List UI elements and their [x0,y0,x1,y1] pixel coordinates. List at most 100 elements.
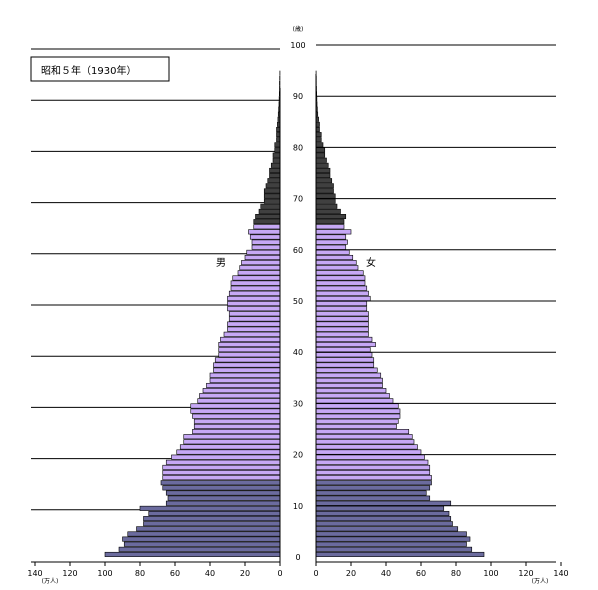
female-bar-age-36 [315,367,378,373]
male-tick-label-140: 140 [27,569,42,578]
male-tick-label-40: 40 [205,569,215,578]
female-bar-age-21 [315,444,418,450]
male-bar-age-40 [218,347,281,353]
age-tick-label-100: 100 [290,41,305,50]
female-bar-age-6 [315,521,453,527]
male-bar-age-61 [251,239,281,245]
male-bar-age-32 [202,388,281,394]
age-tick-label-30: 30 [293,399,303,408]
age-tick-label-0: 0 [295,553,300,562]
female-bars [315,70,485,557]
female-bar-age-51 [315,290,369,296]
male-tick-label-80: 80 [135,569,145,578]
male-bar-age-46 [228,316,281,322]
age-tick-label-90: 90 [293,92,303,101]
male-bar-age-78 [272,152,281,158]
male-bar-age-47 [228,311,281,317]
female-label: 女 [366,256,376,269]
male-bar-age-19 [171,454,281,460]
female-bar-age-31 [315,393,390,399]
female-bar-age-54 [315,275,366,281]
male-bar-age-29 [190,403,281,409]
male-bar-age-5 [136,526,281,532]
female-tick-label-140: 140 [553,569,568,578]
male-tick-label-60: 60 [170,569,180,578]
male-bar-age-57 [241,260,281,266]
female-bar-age-84 [315,121,320,127]
male-bar-age-64 [253,224,281,230]
female-bar-age-9 [315,505,445,511]
male-bar-age-23 [183,434,281,440]
male-bar-age-53 [230,280,281,286]
female-bar-age-30 [315,398,394,404]
female-bar-age-17 [315,464,431,470]
female-bar-age-43 [315,331,369,337]
female-bar-age-25 [315,423,397,429]
male-bar-age-26 [193,418,281,424]
female-bar-age-26 [315,418,399,424]
male-bar-age-25 [193,423,281,429]
female-bar-age-63 [315,229,352,235]
male-bar-age-35 [209,372,281,378]
male-bar-age-63 [248,229,281,235]
female-bar-age-66 [315,214,347,220]
female-bar-age-16 [315,470,431,476]
male-bar-age-1 [118,546,281,552]
male-bar-age-62 [249,234,281,240]
male-bar-age-80 [274,142,281,148]
male-bar-age-68 [260,203,281,209]
male-bar-age-3 [122,536,281,542]
female-bar-age-74 [315,173,331,179]
male-bar-age-33 [206,382,281,388]
female-tick-label-40: 40 [381,569,391,578]
female-bar-age-78 [315,152,326,158]
male-bar-age-41 [218,342,281,348]
female-bar-age-29 [315,403,399,409]
male-bar-age-39 [218,352,281,358]
male-bar-age-70 [263,193,281,199]
male-bar-age-54 [232,275,281,281]
female-bar-age-3 [315,536,471,542]
male-bar-age-67 [258,208,281,214]
male-bar-age-66 [255,214,281,220]
female-bar-age-76 [315,162,329,168]
male-bar-age-69 [263,198,281,204]
female-bar-age-5 [315,526,459,532]
female-bar-age-64 [315,224,345,230]
female-bar-age-34 [315,377,383,383]
female-bar-age-48 [315,306,368,312]
male-bar-age-75 [269,167,281,173]
male-bar-age-30 [197,398,281,404]
male-bar-age-22 [183,439,281,445]
female-bar-age-61 [315,239,348,245]
male-bar-age-92 [279,80,281,86]
male-bar-age-59 [246,249,281,255]
female-bar-age-46 [315,316,369,322]
age-tick-label-60: 60 [293,246,303,255]
male-bar-age-77 [272,157,281,163]
male-label: 男 [216,257,226,269]
male-bar-age-21 [179,444,281,450]
male-bar-age-20 [176,449,281,455]
female-bar-age-18 [315,459,429,465]
axes [31,74,562,566]
female-bar-age-59 [315,249,350,255]
female-bar-age-73 [315,178,333,184]
male-bar-age-58 [244,254,281,260]
female-bar-age-15 [315,475,432,481]
male-bar-age-55 [237,270,281,276]
female-bar-age-67 [315,208,341,214]
age-tick-label-50: 50 [293,297,303,306]
male-bar-age-27 [192,413,281,419]
male-bar-age-56 [239,265,281,271]
male-bar-age-16 [162,470,281,476]
male-bar-age-0 [104,551,281,557]
female-bar-age-14 [315,480,432,486]
female-tick-label-120: 120 [518,569,533,578]
male-bar-age-50 [227,295,281,301]
male-tick-label-120: 120 [62,569,77,578]
female-bar-age-39 [315,352,373,358]
male-bar-age-31 [199,393,281,399]
female-bar-age-52 [315,285,368,291]
